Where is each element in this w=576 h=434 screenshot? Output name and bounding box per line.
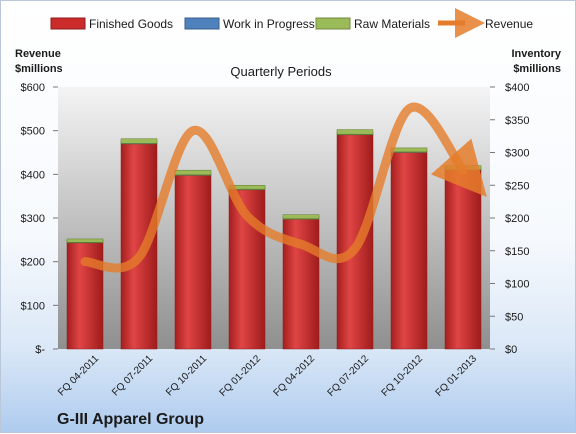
bar-series [66, 129, 482, 350]
x-tick-label: FQ 07-2012 [326, 353, 372, 399]
left-axis-title-line1: Revenue [15, 48, 61, 60]
left-tick-label: $400 [21, 169, 45, 181]
bar-finished-goods-fq-01-2013[interactable] [444, 169, 482, 350]
right-tick-label: $100 [505, 279, 529, 291]
left-axis: $- $100 $200 $300 $400 $500 $600 [21, 82, 58, 356]
bar-finished-goods-fq-10-2011[interactable] [174, 175, 212, 350]
x-tick-label: FQ 04-2012 [272, 353, 318, 399]
left-tick-label: $300 [21, 213, 45, 225]
bar-raw-materials-fq-04-2011[interactable] [66, 238, 104, 243]
right-tick-label: $250 [505, 180, 529, 192]
x-tick-label: FQ 07-2011 [110, 353, 155, 398]
right-tick-label: $350 [505, 115, 529, 127]
right-tick-label: $300 [505, 148, 529, 160]
legend: Finished Goods Work in Progress Raw Mate… [50, 8, 533, 38]
left-tick-label: $100 [21, 300, 45, 312]
legend-label-finished-goods: Finished Goods [89, 17, 173, 31]
legend-swatch-raw-materials [315, 17, 351, 30]
bar-raw-materials-fq-04-2012[interactable] [282, 214, 320, 219]
left-tick-label: $500 [21, 126, 45, 138]
right-tick-label: $400 [505, 82, 529, 94]
right-tick-label: $150 [505, 246, 529, 258]
legend-item-revenue[interactable]: Revenue [438, 8, 533, 38]
legend-item-raw-materials[interactable]: Raw Materials [315, 17, 430, 31]
legend-item-finished-goods[interactable]: Finished Goods [50, 17, 173, 31]
right-axis: $0 $50 $100 $150 $200 $250 $300 $350 $400 [490, 82, 529, 356]
legend-swatch-work-in-progress [184, 17, 220, 30]
legend-swatch-finished-goods [50, 17, 86, 30]
right-axis-title-line2: $millions [513, 63, 561, 75]
right-tick-label: $200 [505, 213, 529, 225]
left-tick-label: $200 [21, 257, 45, 269]
company-name: G-III Apparel Group [57, 411, 204, 428]
left-axis-title-line2: $millions [15, 63, 63, 75]
legend-label-raw-materials: Raw Materials [354, 17, 430, 31]
legend-item-work-in-progress[interactable]: Work in Progress [184, 17, 315, 31]
legend-label-work-in-progress: Work in Progress [223, 17, 315, 31]
x-tick-label: FQ 01-2012 [218, 353, 264, 399]
x-tick-label: FQ 01-2013 [434, 353, 480, 399]
x-axis: FQ 04-2011 FQ 07-2011 FQ 10-2011 FQ 01-2012… [56, 353, 479, 399]
right-axis-title-line1: Inventory [511, 48, 561, 60]
bar-finished-goods-fq-10-2012[interactable] [390, 152, 428, 350]
bar-raw-materials-fq-10-2011[interactable] [174, 169, 212, 176]
legend-label-revenue: Revenue [485, 17, 533, 31]
left-tick-label: $600 [21, 82, 45, 94]
revenue-line[interactable] [80, 102, 487, 273]
right-tick-label: $0 [505, 344, 517, 356]
right-tick-label: $50 [505, 311, 523, 323]
left-tick-label: $- [35, 344, 45, 356]
chart-subtitle: Quarterly Periods [230, 64, 332, 79]
revenue-line-series [80, 102, 487, 273]
bar-raw-materials-fq-07-2011[interactable] [120, 138, 158, 144]
bar-finished-goods-fq-07-2011[interactable] [120, 143, 158, 350]
x-tick-label: FQ 10-2012 [380, 353, 426, 399]
x-tick-label: FQ 10-2011 [164, 353, 209, 398]
x-tick-label: FQ 04-2011 [56, 353, 101, 398]
bar-raw-materials-fq-07-2012[interactable] [336, 129, 374, 135]
bar-raw-materials-fq-10-2012[interactable] [390, 147, 428, 153]
